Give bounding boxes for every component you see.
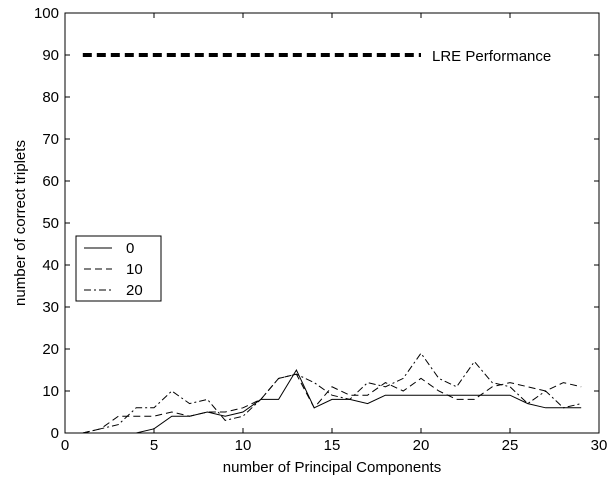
y-tick-label: 50 — [42, 215, 59, 232]
y-axis-label: number of correct triplets — [12, 140, 29, 306]
y-tick-label: 10 — [42, 383, 59, 400]
y-tick-label: 30 — [42, 299, 59, 316]
legend-label-20: 20 — [126, 282, 143, 299]
x-tick-label: 30 — [591, 437, 608, 454]
legend: 0 10 20 — [75, 235, 162, 302]
y-tick-label: 100 — [34, 5, 59, 22]
reference-line-group: LRE Performance — [82, 48, 551, 65]
y-tick-label: 20 — [42, 341, 59, 358]
x-tick-label: 15 — [324, 437, 341, 454]
plot-frame — [64, 12, 600, 434]
y-tick-label: 0 — [51, 425, 59, 442]
y-tick-label: 70 — [42, 131, 59, 148]
y-tick-label: 80 — [42, 89, 59, 106]
x-tick-label: 20 — [413, 437, 430, 454]
series-lines — [82, 352, 582, 434]
y-tick-label: 90 — [42, 47, 59, 64]
x-axis-label: number of Principal Components — [223, 459, 441, 476]
legend-label-0: 0 — [126, 240, 134, 257]
series-line-0 — [82, 368, 582, 434]
lre-performance-label: LRE Performance — [432, 48, 551, 65]
y-tick-label: 60 — [42, 173, 59, 190]
y-tick-label: 40 — [42, 257, 59, 274]
series-line-10 — [82, 373, 582, 434]
x-tick-label: 0 — [61, 437, 69, 454]
x-tick-label: 25 — [502, 437, 519, 454]
legend-label-10: 10 — [126, 261, 143, 278]
x-tick-label: 5 — [150, 437, 158, 454]
series-line-20 — [82, 352, 582, 434]
x-tick-label: 10 — [235, 437, 252, 454]
